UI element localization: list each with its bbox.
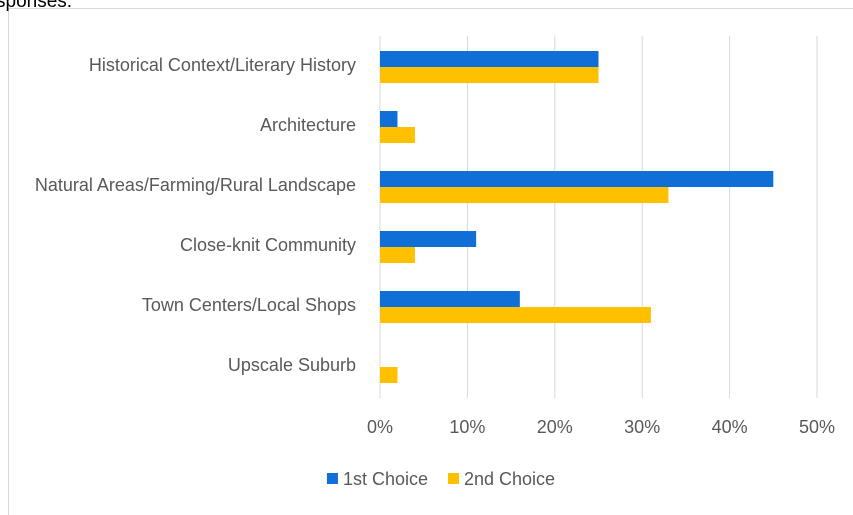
- bar: [380, 187, 669, 203]
- bar: [380, 127, 415, 143]
- bar: [380, 171, 774, 187]
- bar: [380, 67, 599, 83]
- bar: [380, 247, 415, 263]
- x-tick-label: 20%: [537, 417, 573, 437]
- legend-swatch: [447, 473, 459, 484]
- chart-frame: [8, 8, 853, 515]
- x-tick-label: 10%: [449, 417, 485, 437]
- bar: [380, 51, 599, 67]
- bar: [380, 367, 398, 383]
- legend-swatch: [326, 473, 338, 484]
- bar: [380, 291, 520, 307]
- y-tick-label: Close-knit Community: [180, 235, 356, 255]
- y-tick-label: Town Centers/Local Shops: [142, 295, 356, 315]
- x-tick-label: 40%: [712, 417, 748, 437]
- bar: [380, 231, 477, 247]
- x-tick-label: 30%: [624, 417, 660, 437]
- y-tick-label: Historical Context/Literary History: [89, 55, 356, 75]
- legend-label: 2nd Choice: [464, 469, 555, 489]
- bar: [380, 111, 398, 127]
- y-tick-label: Natural Areas/Farming/Rural Landscape: [35, 175, 356, 195]
- legend-item: 1st Choice: [326, 469, 428, 489]
- y-tick-label: Architecture: [260, 115, 356, 135]
- x-tick-label: 50%: [799, 417, 835, 437]
- caption-fragment: sponses:: [0, 0, 72, 12]
- x-tick-label: 0%: [367, 417, 393, 437]
- legend-label: 1st Choice: [343, 469, 428, 489]
- legend-item: 2nd Choice: [447, 469, 555, 489]
- bar: [380, 307, 651, 323]
- y-tick-label: Upscale Suburb: [228, 355, 356, 375]
